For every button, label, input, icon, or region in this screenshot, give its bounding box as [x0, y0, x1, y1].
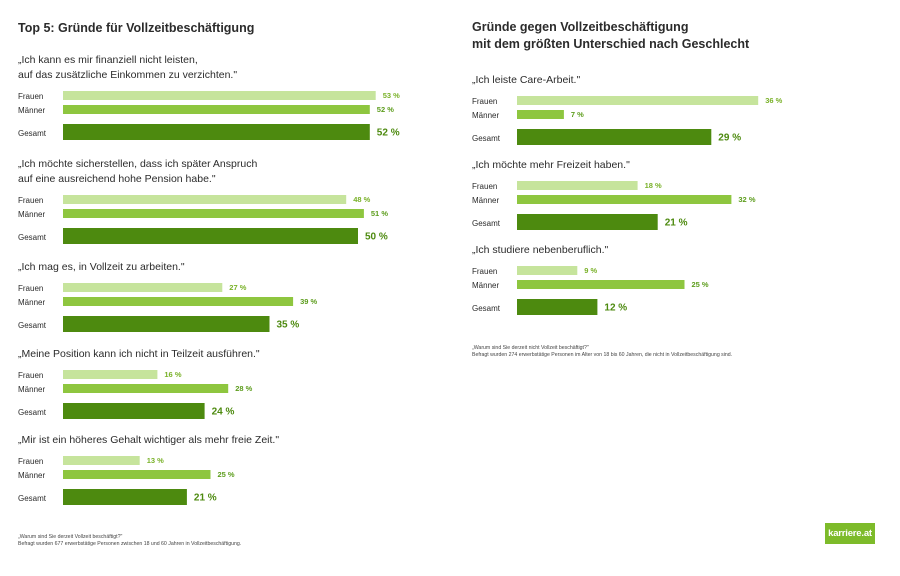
series-label-gesamt: Gesamt: [472, 134, 501, 143]
chart-title: mit dem größten Unterschied nach Geschle…: [472, 37, 750, 51]
bar-maenner: [517, 110, 564, 119]
bar-maenner: [517, 195, 732, 204]
question-text: „Mir ist ein höheres Gehalt wichtiger al…: [18, 434, 279, 446]
question-text: „Ich möchte mehr Freizeit haben.": [472, 159, 630, 171]
data-label-maenner: 28 %: [235, 384, 252, 393]
question-text: „Ich möchte sicherstellen, dass ich spät…: [18, 158, 257, 170]
bar-gesamt: [63, 228, 358, 244]
bar-gesamt: [517, 299, 598, 315]
series-label-frauen: Frauen: [18, 92, 43, 101]
question-text: „Ich mag es, in Vollzeit zu arbeiten.": [18, 261, 185, 273]
right-footnote-line: Befragt wurden 274 erwerbstätige Persone…: [472, 352, 733, 358]
data-label-frauen: 13 %: [147, 456, 164, 465]
left-footnote-line: „Warum sind Sie derzeit Vollzeit beschäf…: [18, 534, 123, 540]
series-label-frauen: Frauen: [472, 182, 497, 191]
series-label-maenner: Männer: [472, 196, 499, 205]
series-label-gesamt: Gesamt: [18, 321, 47, 330]
data-label-frauen: 18 %: [645, 181, 662, 190]
series-label-frauen: Frauen: [18, 457, 43, 466]
bar-frauen: [517, 96, 759, 105]
data-label-gesamt: 24 %: [212, 407, 235, 418]
karriere-logo: karriere.at: [825, 523, 875, 544]
series-label-gesamt: Gesamt: [18, 408, 47, 417]
bar-gesamt: [63, 124, 370, 140]
series-label-frauen: Frauen: [18, 284, 43, 293]
chart-title: Gründe gegen Vollzeitbeschäftigung: [472, 20, 688, 34]
bar-maenner: [517, 280, 685, 289]
data-label-frauen: 9 %: [584, 266, 597, 275]
bar-gesamt: [517, 214, 658, 230]
data-label-maenner: 25 %: [692, 280, 709, 289]
bar-frauen: [517, 266, 578, 275]
bar-frauen: [63, 370, 158, 379]
bar-frauen: [63, 283, 223, 292]
series-label-maenner: Männer: [18, 471, 45, 480]
series-label-gesamt: Gesamt: [18, 233, 47, 242]
series-label-maenner: Männer: [472, 281, 499, 290]
data-label-gesamt: 50 %: [365, 232, 388, 243]
data-label-gesamt: 12 %: [604, 303, 627, 314]
series-label-maenner: Männer: [18, 298, 45, 307]
data-label-maenner: 52 %: [377, 105, 394, 114]
question-text: „Meine Position kann ich nicht in Teilze…: [18, 348, 260, 360]
right-footnote-line: „Warum sind Sie derzeit nicht Vollzeit b…: [472, 345, 589, 351]
data-label-maenner: 7 %: [571, 110, 584, 119]
bar-maenner: [63, 470, 211, 479]
left-footnote-line: Befragt wurden 677 erwerbstätige Persone…: [18, 541, 242, 547]
data-label-maenner: 25 %: [218, 470, 235, 479]
data-label-gesamt: 29 %: [718, 133, 741, 144]
bar-gesamt: [517, 129, 712, 145]
series-label-gesamt: Gesamt: [472, 304, 501, 313]
bar-maenner: [63, 105, 370, 114]
data-label-gesamt: 52 %: [377, 128, 400, 139]
right-footnote: „Warum sind Sie derzeit nicht Vollzeit b…: [472, 345, 732, 359]
question-text: auf eine ausreichend hohe Pension habe.": [18, 173, 216, 185]
series-label-frauen: Frauen: [18, 371, 43, 380]
question-text: „Ich leiste Care-Arbeit.": [472, 74, 580, 86]
chart-title: Top 5: Gründe für Vollzeitbeschäftigung: [18, 21, 254, 35]
series-label-maenner: Männer: [18, 385, 45, 394]
data-label-frauen: 36 %: [765, 96, 782, 105]
series-label-frauen: Frauen: [472, 267, 497, 276]
series-label-gesamt: Gesamt: [18, 129, 47, 138]
data-label-frauen: 48 %: [353, 195, 370, 204]
series-label-maenner: Männer: [472, 111, 499, 120]
bar-gesamt: [63, 489, 187, 505]
data-label-maenner: 32 %: [738, 195, 755, 204]
question-text: „Ich studiere nebenberuflich.": [472, 244, 608, 256]
series-label-maenner: Männer: [18, 210, 45, 219]
series-label-frauen: Frauen: [472, 97, 497, 106]
series-label-gesamt: Gesamt: [18, 494, 47, 503]
data-label-maenner: 39 %: [300, 297, 317, 306]
data-label-maenner: 51 %: [371, 209, 388, 218]
question-text: auf das zusätzliche Einkommen zu verzich…: [18, 69, 237, 81]
series-label-frauen: Frauen: [18, 196, 43, 205]
data-label-gesamt: 35 %: [277, 320, 300, 331]
series-label-gesamt: Gesamt: [472, 219, 501, 228]
data-label-frauen: 16 %: [164, 370, 181, 379]
bar-frauen: [517, 181, 638, 190]
bar-frauen: [63, 456, 140, 465]
left-footnote: „Warum sind Sie derzeit Vollzeit beschäf…: [18, 534, 241, 548]
data-label-gesamt: 21 %: [194, 493, 217, 504]
bar-maenner: [63, 297, 294, 306]
data-label-frauen: 53 %: [383, 91, 400, 100]
question-text: „Ich kann es mir finanziell nicht leiste…: [18, 54, 198, 66]
bar-gesamt: [63, 316, 270, 332]
data-label-gesamt: 21 %: [665, 218, 688, 229]
data-label-frauen: 27 %: [229, 283, 246, 292]
bar-frauen: [63, 195, 347, 204]
bar-gesamt: [63, 403, 205, 419]
bar-maenner: [63, 209, 364, 218]
bar-maenner: [63, 384, 229, 393]
series-label-maenner: Männer: [18, 106, 45, 115]
bar-frauen: [63, 91, 376, 100]
